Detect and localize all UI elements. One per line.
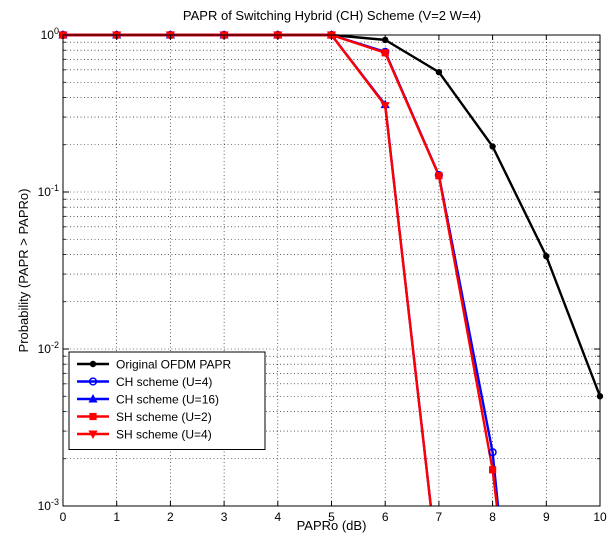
data-point-0-8	[489, 143, 496, 150]
legend-label-1: CH scheme (U=4)	[116, 375, 212, 389]
x-tick-label: 9	[543, 510, 550, 524]
x-axis-label: PAPRo (dB)	[297, 518, 367, 533]
x-tick-label: 5	[328, 510, 335, 524]
x-tick-label: 8	[489, 510, 496, 524]
x-tick-label: 0	[60, 510, 67, 524]
legend-label-0: Original OFDM PAPR	[116, 358, 231, 372]
legend-marker-2	[88, 394, 98, 403]
data-point-3-7	[435, 172, 443, 180]
data-point-1-8	[488, 448, 497, 457]
y-axis-ticks: 100 10-1 10-2 10-3	[38, 26, 600, 513]
x-tick-label: 2	[167, 510, 174, 524]
y-axis-label: Probability (PAPR > PAPRo)	[16, 189, 31, 353]
y-tick-label: 10-3	[38, 497, 59, 513]
x-tick-label: 1	[113, 510, 120, 524]
data-point-0-9	[543, 253, 550, 260]
data-point-4-6	[380, 102, 390, 111]
legend-label-3: SH scheme (U=2)	[116, 410, 212, 424]
x-tick-label: 6	[382, 510, 389, 524]
x-tick-label: 4	[274, 510, 281, 524]
x-tick-label: 7	[436, 510, 443, 524]
x-tick-label: 3	[221, 510, 228, 524]
x-tick-label: 10	[593, 510, 607, 524]
data-point-3-6	[381, 49, 389, 57]
y-tick-label: 10-2	[38, 340, 59, 356]
legend-marker-3	[89, 412, 97, 421]
legend-label-2: CH scheme (U=16)	[116, 393, 219, 407]
y-tick-label: 10-1	[38, 183, 59, 199]
x-axis-ticks: 0 1 2 3 4 5 6 7 8 9 10	[60, 35, 607, 524]
data-point-0-7	[435, 68, 443, 76]
data-point-3-8	[489, 466, 497, 474]
legend: Original OFDM PAPR CH scheme (U=4) CH sche…	[68, 351, 266, 450]
y-tick-label: 100	[41, 26, 59, 42]
legend-marker-4	[88, 430, 98, 439]
legend-label-4: SH scheme (U=4)	[116, 428, 212, 442]
legend-marker-0	[89, 360, 97, 368]
chart-title: PAPR of Switching Hybrid (CH) Scheme (V=…	[183, 8, 481, 23]
legend-marker-1	[88, 377, 98, 386]
